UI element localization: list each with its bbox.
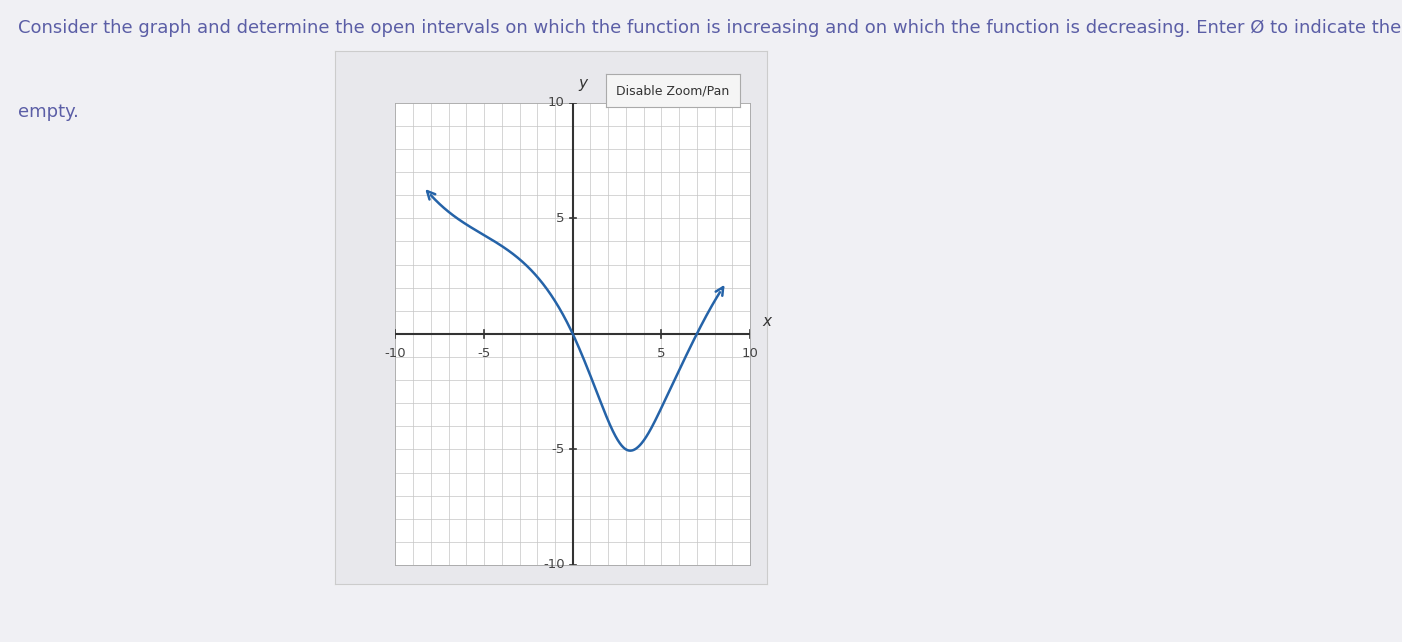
Text: -5: -5 bbox=[551, 443, 565, 456]
Text: 10: 10 bbox=[742, 347, 758, 360]
Text: 10: 10 bbox=[548, 96, 565, 109]
Text: empty.: empty. bbox=[18, 103, 79, 121]
Text: 5: 5 bbox=[557, 212, 565, 225]
Text: x: x bbox=[763, 314, 771, 329]
Text: -5: -5 bbox=[478, 347, 491, 360]
Text: Consider the graph and determine the open intervals on which the function is inc: Consider the graph and determine the ope… bbox=[18, 19, 1402, 37]
Text: -10: -10 bbox=[384, 347, 407, 360]
Text: Disable Zoom/Pan: Disable Zoom/Pan bbox=[617, 84, 729, 97]
Text: -10: -10 bbox=[543, 559, 565, 571]
Text: 5: 5 bbox=[658, 347, 666, 360]
Text: y: y bbox=[578, 76, 587, 91]
